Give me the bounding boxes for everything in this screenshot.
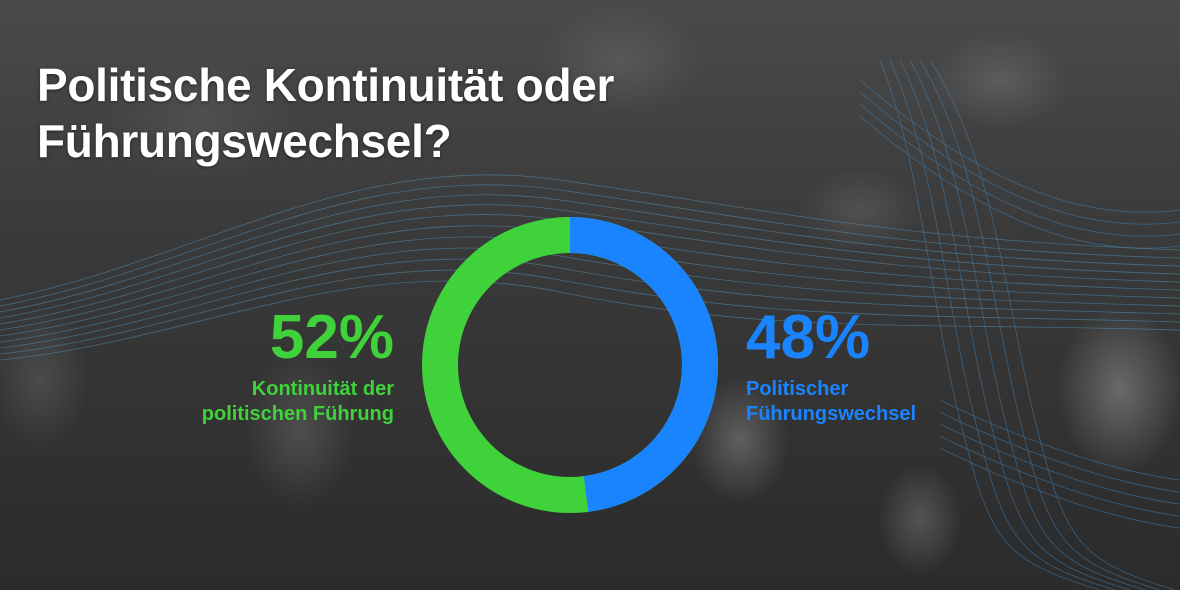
page-title: Politische Kontinuität oder Führungswech… (37, 57, 614, 169)
title-line-2: Führungswechsel? (37, 114, 452, 167)
change-label: Politischer Führungswechsel (746, 377, 916, 427)
continuity-stat: 52% Kontinuität der politischen Führung (202, 305, 394, 427)
change-label-line-2: Führungswechsel (746, 403, 917, 425)
change-percent: 48% (746, 303, 871, 372)
change-label-line-1: Politischer (746, 378, 849, 400)
title-line-1: Politische Kontinuität oder (37, 58, 615, 111)
continuity-label: Kontinuität der politischen Führung (202, 377, 394, 427)
continuity-percent: 52% (269, 303, 394, 372)
continuity-label-line-2: politischen Führung (201, 403, 394, 425)
donut-segment-change (422, 217, 718, 513)
continuity-label-line-1: Kontinuität der (251, 378, 394, 400)
donut-chart (422, 217, 718, 513)
change-stat: 48% Politischer Führungswechsel (746, 305, 916, 427)
